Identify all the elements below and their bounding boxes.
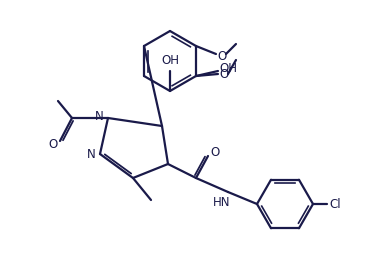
Text: OH: OH: [219, 63, 237, 76]
Text: N: N: [87, 148, 95, 161]
Text: O: O: [210, 147, 219, 160]
Text: N: N: [95, 110, 103, 123]
Text: O: O: [217, 49, 226, 63]
Text: O: O: [219, 68, 229, 81]
Text: O: O: [48, 138, 58, 151]
Text: Cl: Cl: [329, 197, 341, 210]
Text: OH: OH: [161, 55, 179, 68]
Text: HN: HN: [213, 196, 231, 209]
